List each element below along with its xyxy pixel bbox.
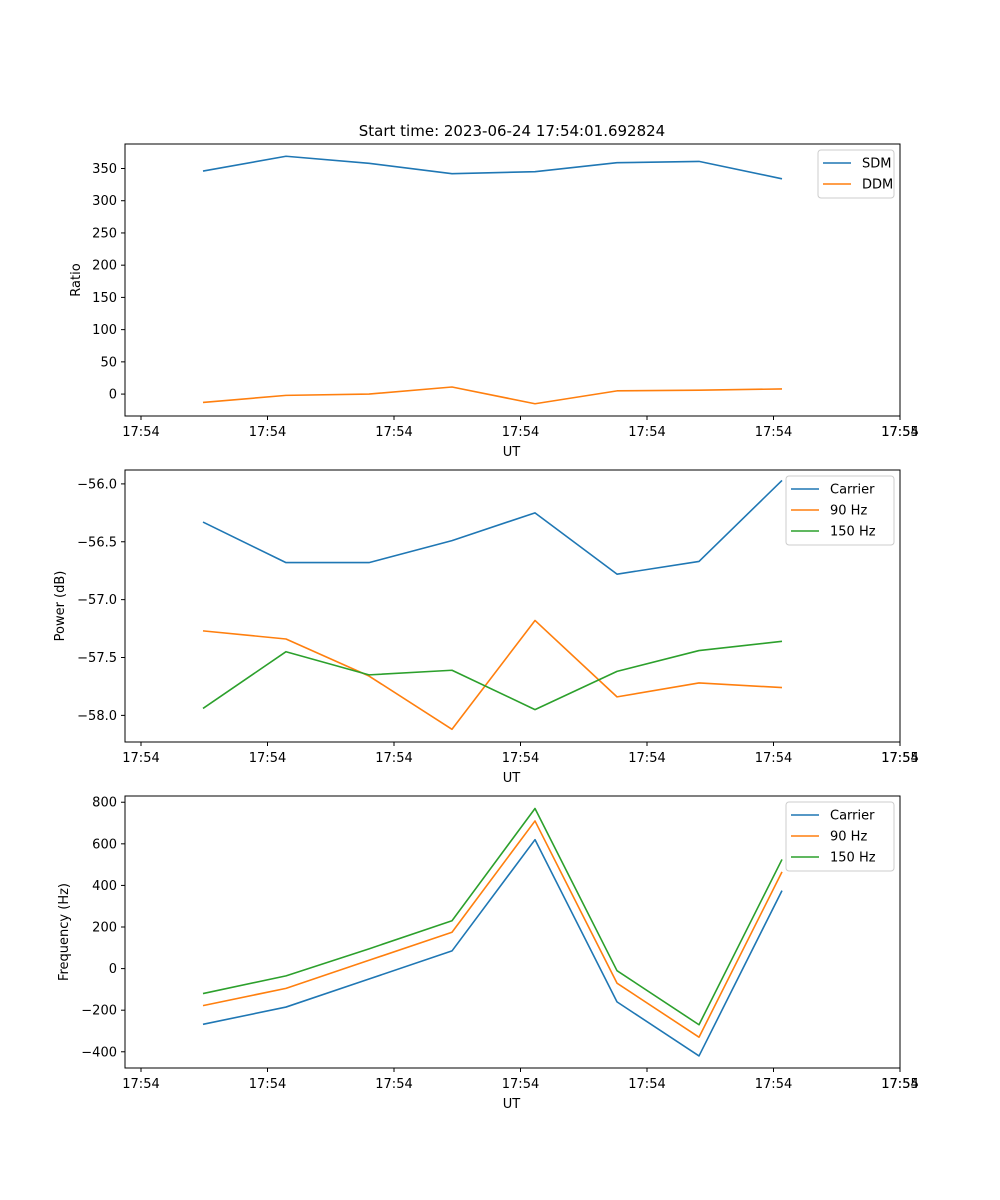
- y-tick-label: −56.5: [77, 535, 117, 550]
- subplot-1: 17:54 17:54 17:54 17:54 17:54 17:54 17:5417:55…: [69, 143, 919, 460]
- x-tick-label: 17:54: [502, 1077, 539, 1092]
- y-tick-label: 350: [92, 162, 117, 177]
- legend-label: 90 Hz: [830, 504, 867, 519]
- x-tick-label: 17:54: [881, 751, 918, 766]
- y-axis-label: Ratio: [69, 263, 84, 296]
- y-tick-label: 200: [92, 921, 117, 936]
- series-line-90-hz: [202, 619, 783, 731]
- y-tick-label: −56.0: [77, 477, 117, 492]
- x-tick-label: 17:54: [628, 425, 665, 440]
- x-tick-label: 17:54: [375, 425, 412, 440]
- axes-frame: [124, 469, 901, 743]
- x-axis-label: UT: [503, 1097, 521, 1112]
- y-tick-label: 150: [92, 291, 117, 306]
- plots-container: 17:54 17:54 17:54 17:54 17:54 17:54 17:5417:55…: [53, 143, 919, 1112]
- figure-title: Start time: 2023-06-24 17:54:01.692824: [359, 122, 665, 140]
- x-tick-label: 17:54: [502, 425, 539, 440]
- legend-label: Carrier: [830, 483, 875, 498]
- y-tick-label: 50: [100, 355, 117, 370]
- y-tick-label: −58.0: [77, 709, 117, 724]
- x-tick-label: 17:55: [881, 425, 918, 440]
- series-line-carrier: [202, 479, 783, 575]
- y-tick-label: 250: [92, 226, 117, 241]
- axes-frame: [124, 143, 901, 417]
- x-axis-label: UT: [503, 445, 521, 460]
- y-tick-label: 800: [92, 796, 117, 811]
- y-tick-label: 100: [92, 323, 117, 338]
- y-axis-label: Frequency (Hz): [57, 883, 72, 981]
- series-line-ddm: [202, 386, 783, 405]
- x-tick-label: 17:55: [881, 751, 918, 766]
- y-tick-label: −57.5: [77, 651, 117, 666]
- subplot-3: 17:54 17:54 17:54 17:54 17:54 17:54 17:5417:55…: [57, 795, 919, 1112]
- x-tick-label: 17:54: [755, 425, 792, 440]
- y-tick-label: 0: [109, 388, 117, 403]
- legend-label: DDM: [862, 178, 893, 193]
- legend: SDM DDM: [817, 149, 895, 199]
- x-tick-label: 17:55: [881, 1077, 918, 1092]
- legend-box: [785, 801, 895, 872]
- y-tick-label: −57.0: [77, 593, 117, 608]
- x-tick-label: 17:54: [249, 425, 286, 440]
- x-tick-label: 17:54: [249, 1077, 286, 1092]
- legend-label: SDM: [862, 157, 891, 172]
- y-tick-label: −200: [81, 1004, 117, 1019]
- series-line-150-hz: [202, 640, 783, 711]
- legend-label: Carrier: [830, 809, 875, 824]
- y-tick-label: 400: [92, 879, 117, 894]
- series-line-sdm: [202, 155, 783, 180]
- series-line-90-hz: [202, 820, 783, 1039]
- legend-label: 150 Hz: [830, 525, 876, 540]
- x-axis-label: UT: [503, 771, 521, 786]
- x-tick-label: 17:54: [881, 425, 918, 440]
- y-tick-label: 600: [92, 837, 117, 852]
- y-tick-label: 0: [109, 962, 117, 977]
- x-tick-label: 17:54: [122, 751, 159, 766]
- y-axis-label: Power (dB): [53, 571, 68, 642]
- x-tick-label: 17:54: [628, 751, 665, 766]
- legend-box: [817, 149, 895, 199]
- y-tick-label: 300: [92, 194, 117, 209]
- series-line-150-hz: [202, 807, 783, 1026]
- legend-box: [785, 475, 895, 546]
- y-tick-label: 200: [92, 259, 117, 274]
- x-tick-label: 17:54: [502, 751, 539, 766]
- x-tick-label: 17:54: [628, 1077, 665, 1092]
- x-tick-label: 17:54: [755, 1077, 792, 1092]
- legend: Carrier 90 Hz 150 Hz: [785, 475, 895, 546]
- series-line-carrier: [202, 838, 783, 1057]
- legend: Carrier 90 Hz 150 Hz: [785, 801, 895, 872]
- axes-frame: [124, 795, 901, 1069]
- x-tick-label: 17:54: [375, 1077, 412, 1092]
- x-tick-label: 17:54: [122, 425, 159, 440]
- x-tick-label: 17:54: [375, 751, 412, 766]
- y-tick-label: −400: [81, 1045, 117, 1060]
- x-tick-label: 17:54: [881, 1077, 918, 1092]
- x-tick-label: 17:54: [755, 751, 792, 766]
- legend-label: 150 Hz: [830, 851, 876, 866]
- x-tick-label: 17:54: [249, 751, 286, 766]
- x-tick-label: 17:54: [122, 1077, 159, 1092]
- subplot-2: 17:54 17:54 17:54 17:54 17:54 17:54 17:5417:55…: [53, 469, 919, 786]
- legend-label: 90 Hz: [830, 830, 867, 845]
